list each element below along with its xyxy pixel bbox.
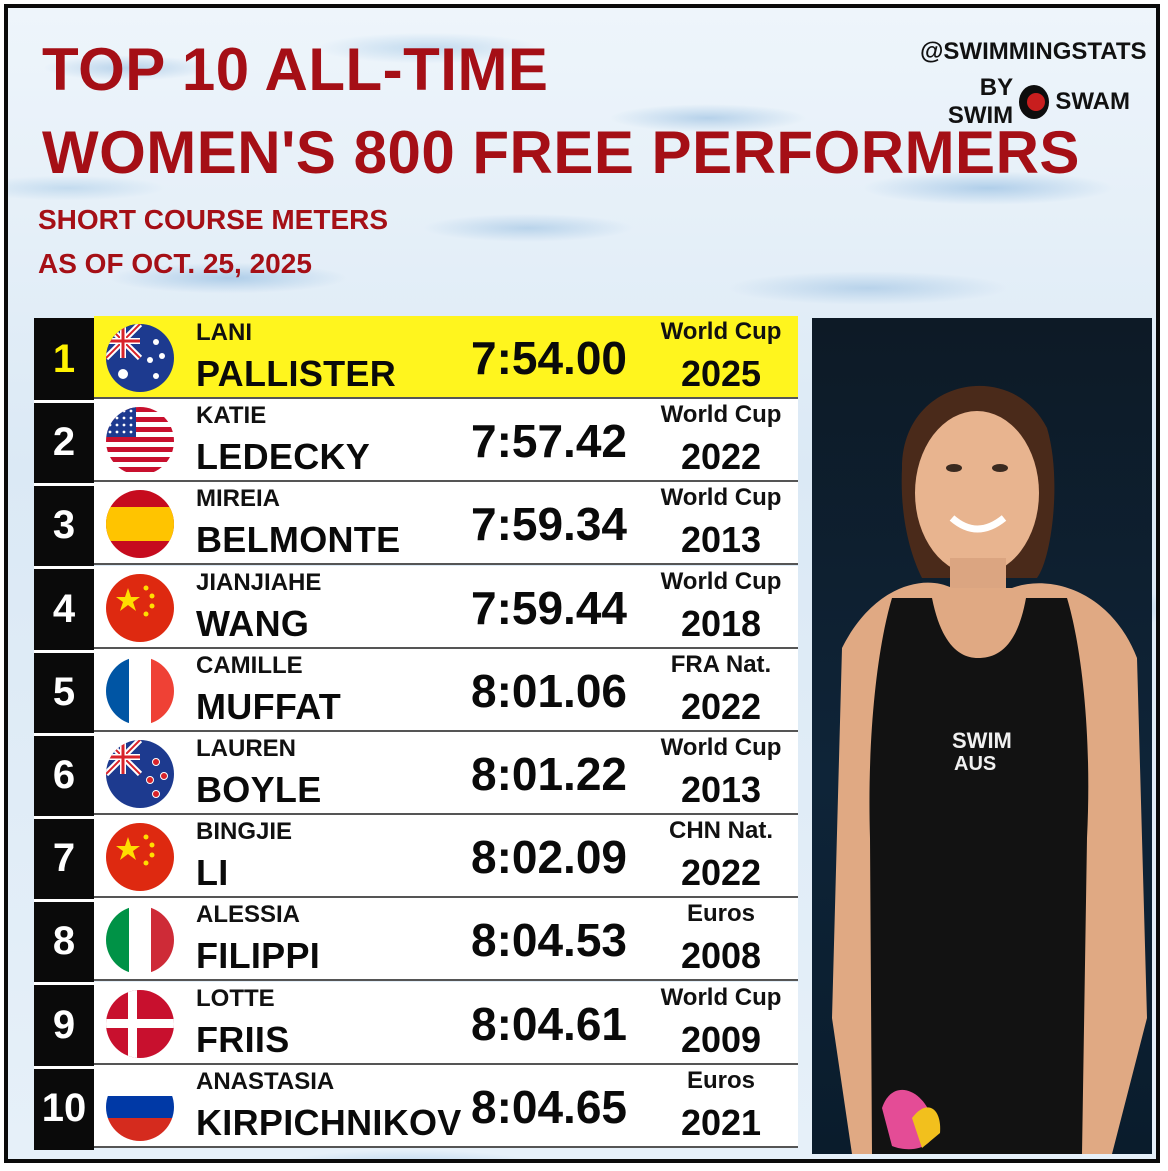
last-name: FILIPPI	[196, 935, 321, 977]
table-row: ALESSIA FILIPPI 8:04.53 Euros 2008	[94, 898, 798, 982]
table-row: LAUREN BOYLE 8:01.22 World Cup 2013	[94, 732, 798, 815]
last-name: FRIIS	[196, 1018, 290, 1060]
first-name: MIREIA	[196, 485, 280, 513]
new-zealand-flag-icon	[106, 740, 174, 808]
rank-number: 7	[34, 817, 94, 903]
meet-year: 2022	[680, 685, 762, 727]
table-row: MIREIA BELMONTE 7:59.34 World Cup 2013	[94, 482, 798, 566]
title-line-2: WOMEN'S 800 FREE PERFORMERS	[42, 119, 1080, 186]
swim-time: 8:04.65	[470, 1080, 627, 1133]
swim-time: 7:54.00	[470, 332, 627, 384]
last-name: LEDECKY	[196, 436, 371, 478]
swim-time: 8:01.22	[470, 748, 627, 800]
infographic-frame: TOP 10 ALL-TIME WOMEN'S 800 FREE PERFORM…	[4, 4, 1160, 1163]
china-flag-icon	[106, 573, 174, 642]
meet-year: 2021	[680, 1101, 762, 1143]
first-name: ALESSIA	[196, 901, 301, 929]
first-name: CAMILLE	[196, 651, 303, 679]
rank-number: 8	[34, 900, 94, 986]
china-flag-icon	[106, 823, 174, 892]
meet-name: World Cup	[660, 318, 782, 345]
usa-flag-icon	[106, 407, 174, 476]
meet-name: World Cup	[660, 567, 782, 595]
last-name: BOYLE	[196, 769, 322, 810]
table-row: CAMILLE MUFFAT 8:01.06 FRA Nat. 2022	[94, 648, 798, 732]
rank-number: 5	[34, 651, 94, 736]
brand-name: SWAM	[1055, 88, 1130, 115]
brand-byline: BY SWIM SWAM	[920, 74, 1130, 130]
meet-name: World Cup	[660, 983, 782, 1011]
rank-number: 1	[34, 318, 94, 403]
swim-time: 7:59.44	[470, 581, 627, 634]
meet-year: 2022	[680, 852, 762, 894]
australia-flag-icon	[106, 324, 174, 392]
last-name: BELMONTE	[196, 519, 401, 561]
last-name: KIRPICHNIKOV	[196, 1101, 462, 1143]
meet-year: 2009	[680, 1018, 762, 1060]
spain-flag-icon	[106, 490, 174, 559]
denmark-flag-icon	[106, 989, 174, 1058]
brand-block: @SWIMMINGSTATS BY SWIM SWAM	[920, 38, 1147, 130]
brand-handle: @SWIMMINGSTATS	[920, 38, 1147, 65]
table-row: BINGJIE LI 8:02.09 CHN Nat. 2022	[94, 815, 798, 899]
meet-year: 2013	[680, 769, 762, 810]
meet-name: World Cup	[660, 401, 782, 429]
meet-year: 2018	[680, 602, 762, 644]
swimmer-photo-illustration: SWIM AUS	[832, 385, 1147, 1154]
swim-time: 7:57.42	[470, 415, 627, 468]
table-row: ANASTASIA KIRPICHNIKOV 8:04.65 Euros 2021	[94, 1064, 798, 1148]
meet-name: FRA Nat.	[670, 650, 772, 678]
last-name: LI	[196, 852, 229, 894]
first-name: ANASTASIA	[196, 1067, 335, 1095]
rank-number: 3	[34, 484, 94, 570]
meet-year: 2013	[680, 519, 762, 561]
athlete-photo: SWIM AUS	[812, 318, 1152, 1154]
first-name: LAUREN	[196, 735, 296, 762]
rank-number: 2	[34, 401, 94, 487]
rank-column: 1 2 3 4 5 6 7 8 9 10	[34, 318, 94, 1150]
rank-number: 6	[34, 734, 94, 819]
last-name: PALLISTER	[196, 353, 397, 394]
meet-name: World Cup	[660, 734, 782, 761]
meet-year: 2025	[680, 353, 762, 394]
brand-by: BY SWIM	[947, 74, 1014, 129]
france-flag-icon	[106, 656, 174, 725]
swim-time: 8:04.61	[470, 997, 627, 1050]
date-subtitle: AS OF OCT. 25, 2025	[38, 248, 312, 279]
last-name: WANG	[196, 602, 310, 644]
russia-flag-icon	[106, 1072, 174, 1141]
table-row: LOTTE FRIIS 8:04.61 World Cup 2009	[94, 981, 798, 1065]
table-row: JIANJIAHE WANG 7:59.44 World Cup 2018	[94, 565, 798, 649]
table-row: KATIE LEDECKY 7:57.42 World Cup 2022	[94, 399, 798, 483]
meet-name: CHN Nat.	[668, 817, 773, 845]
first-name: JIANJIAHE	[196, 568, 322, 596]
rank-number: 10	[41, 1085, 87, 1130]
meet-name: Euros	[686, 1066, 755, 1094]
swim-time: 7:59.34	[470, 498, 627, 551]
last-name: MUFFAT	[196, 685, 342, 727]
svg-text:SWIM: SWIM	[952, 728, 1012, 753]
svg-text:AUS: AUS	[954, 753, 996, 775]
meet-year: 2022	[680, 436, 762, 478]
swim-time: 8:01.06	[470, 664, 627, 717]
italy-flag-icon	[106, 906, 174, 975]
meet-year: 2008	[680, 935, 762, 977]
first-name: LANI	[196, 319, 252, 346]
rank-number: 4	[34, 568, 94, 653]
table-row: LANI PALLISTER 7:54.00 World Cup 2025	[94, 316, 798, 399]
meet-name: Euros	[686, 900, 755, 928]
swim-time: 8:04.53	[470, 914, 627, 967]
title-line-1: TOP 10 ALL-TIME	[42, 36, 549, 103]
swim-time: 8:02.09	[470, 831, 627, 884]
first-name: KATIE	[196, 402, 267, 430]
rank-number: 9	[34, 984, 94, 1069]
first-name: LOTTE	[196, 984, 275, 1012]
swimswam-logo-icon	[1019, 85, 1050, 119]
first-name: BINGJIE	[196, 818, 293, 846]
course-subtitle: SHORT COURSE METERS	[38, 204, 389, 235]
meet-name: World Cup	[660, 484, 782, 512]
